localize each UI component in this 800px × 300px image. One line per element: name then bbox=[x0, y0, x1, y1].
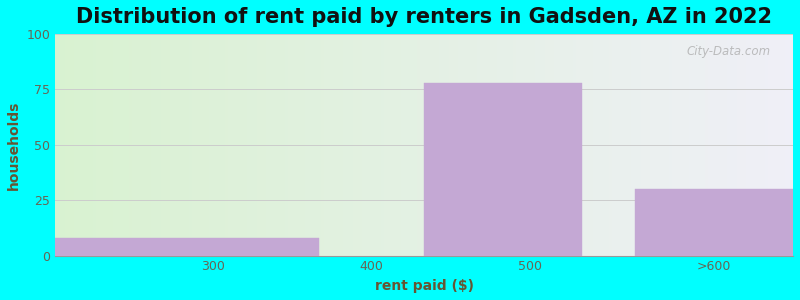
Y-axis label: households: households bbox=[7, 100, 21, 190]
Title: Distribution of rent paid by renters in Gadsden, AZ in 2022: Distribution of rent paid by renters in … bbox=[76, 7, 772, 27]
Text: City-Data.com: City-Data.com bbox=[686, 45, 771, 58]
Bar bbox=[424, 83, 582, 256]
Bar bbox=[55, 238, 318, 256]
X-axis label: rent paid ($): rent paid ($) bbox=[374, 279, 474, 293]
Bar bbox=[635, 189, 793, 256]
